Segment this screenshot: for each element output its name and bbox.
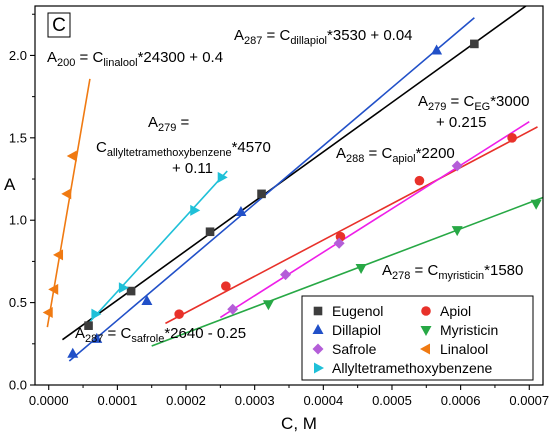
legend-marker-safrole (312, 343, 324, 355)
equation-allyl-line: Callyltetramethoxybenzene*4570 (96, 139, 271, 159)
legend-marker-linalool (420, 343, 430, 355)
x-tick-label: 0.0006 (441, 393, 481, 408)
y-tick-label: 0.5 (9, 295, 27, 310)
point-dillapiol (235, 205, 247, 216)
axes: 0.0000 0.0001 0.0002 0.0003 0.0004 0.0005 0.00… (4, 5, 549, 433)
x-tick-label: 0.0002 (166, 393, 206, 408)
point-allyltetramethoxybenzene (91, 308, 102, 320)
legend-marker-allyltetramethoxybenzene (314, 362, 324, 374)
legend-label-dillapiol: Dillapiol (332, 322, 381, 338)
y-tick-label: 1.5 (9, 130, 27, 145)
point-dillapiol (91, 332, 103, 343)
fit-line-eugenol (61, 6, 528, 341)
equation-apiol-line: A288 = Capiol*2200 (336, 145, 455, 165)
point-eugenol (84, 321, 93, 330)
legend: Eugenol Apiol Dillapiol Myristicin Safrole Li… (301, 295, 534, 381)
data-markers (42, 39, 542, 358)
x-tick-label: 0.0001 (97, 393, 137, 408)
fit-line-linalool (46, 78, 91, 328)
y-tick-label: 0.0 (9, 378, 27, 393)
equation-eg-line: + 0.215 (436, 114, 486, 131)
fit-line-allyltetramethoxybenzene (89, 170, 228, 323)
point-eugenol (126, 286, 136, 296)
point-dillapiol (431, 44, 443, 55)
point-safrole (280, 269, 292, 281)
point-allyltetramethoxybenzene (118, 282, 129, 294)
x-axis-title: C, M (281, 414, 317, 433)
legend-label-myristicin: Myristicin (440, 322, 498, 338)
point-eugenol (470, 39, 479, 49)
legend-marker-apiol (421, 306, 431, 316)
x-tick-label: 0.0000 (29, 393, 69, 408)
panel-label: C (52, 15, 66, 36)
point-myristicin (451, 226, 463, 237)
point-dillapiol (141, 294, 153, 305)
legend-marker-myristicin (420, 326, 432, 336)
point-myristicin (355, 264, 367, 275)
point-linalool (42, 306, 53, 318)
fit-line-myristicin (151, 196, 543, 347)
point-linalool (66, 150, 77, 162)
point-apiol (414, 175, 425, 186)
fit-line-dillapiol (68, 17, 475, 362)
x-tick-label: 0.0005 (372, 393, 412, 408)
y-tick-label: 1.0 (9, 213, 27, 228)
legend-label-allyltetramethoxybenzene: Allyltetramethoxybenzene (332, 360, 493, 376)
point-linalool (53, 249, 64, 261)
legend-marker-eugenol (313, 306, 323, 316)
legend-label-linalool: Linalool (440, 341, 488, 357)
point-apiol (174, 309, 184, 319)
y-axis-title: A (4, 175, 16, 194)
equation-allyl-line: + 0.11 (172, 160, 213, 177)
legend-label-safrole: Safrole (332, 341, 377, 357)
equation-myristicin-line: A278 = Cmyristicin*1580 (382, 262, 523, 282)
point-myristicin (530, 199, 542, 210)
point-safrole (333, 237, 345, 249)
point-safrole (227, 303, 239, 315)
point-eugenol (257, 189, 266, 199)
legend-box (301, 295, 534, 381)
legend-label-apiol: Apiol (440, 303, 471, 319)
point-linalool (61, 188, 72, 200)
equation-eg-line: A279 = CEG*3000 (418, 93, 529, 113)
point-apiol (221, 281, 231, 291)
point-safrole (451, 160, 463, 172)
x-tick-label: 0.0004 (303, 393, 343, 408)
point-dillapiol (67, 347, 79, 358)
panel-label-box (47, 12, 71, 38)
point-myristicin (262, 300, 274, 311)
point-allyltetramethoxybenzene (190, 204, 201, 216)
fit-equations: A200 = Clinalool*24300 + 0.4 A287 = Cdill… (47, 27, 529, 345)
equation-linalool-line: A200 = Clinalool*24300 + 0.4 (47, 49, 223, 69)
point-linalool (48, 283, 59, 295)
point-allyltetramethoxybenzene (217, 171, 228, 183)
x-tick-label: 0.0003 (235, 393, 275, 408)
legend-label-eugenol: Eugenol (332, 303, 383, 319)
equation-dillapiol-line: A287 = Cdillapiol*3530 + 0.04 (234, 27, 413, 47)
equation-allyl-line: A279 = (148, 114, 190, 134)
point-eugenol (205, 227, 215, 237)
equation-safrole-line: A287 = Csafrole*2640 - 0.25 (75, 325, 246, 345)
point-apiol (507, 133, 517, 143)
fit-line-safrole (219, 121, 530, 319)
legend-marker-dillapiol (312, 324, 324, 334)
y-tick-label: 2.0 (9, 48, 27, 63)
x-tick-label: 0.0007 (509, 393, 549, 408)
